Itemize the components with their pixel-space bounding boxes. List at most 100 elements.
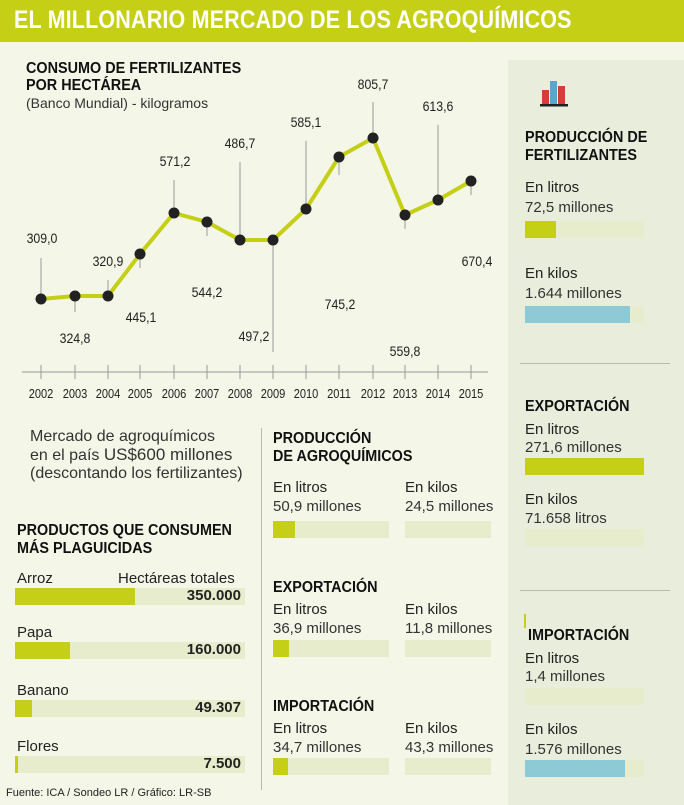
pesticide-bar [15,588,245,605]
agro-prod-litros-bar [273,521,389,538]
fert-prod-title-line2: FERTILIZANTES [525,147,637,164]
fert-prod-litros-fill [525,221,556,238]
fert-export-title: EXPORTACIÓN [525,398,630,415]
fert-import-kilos-label: En kilos [525,721,578,738]
agro-import-kilos-bar [405,758,491,775]
fert-separator-2 [520,590,670,591]
chart-title-line1: CONSUMO DE FERTILIZANTES [26,60,242,77]
pesticide-value: 350.000 [186,587,241,604]
pesticide-value: 49.307 [195,699,241,716]
data-label: 324,8 [60,330,91,346]
data-label: 497,2 [239,328,270,344]
x-tick-label: 2004 [96,386,121,401]
pesticides-title-line2: MÁS PLAGUICIDAS [17,540,153,557]
fertilizer-panel [508,60,684,805]
data-point [465,175,477,187]
data-point [35,293,47,305]
agro-export-title: EXPORTACIÓN [273,579,378,596]
pesticide-bar-fill [15,756,18,773]
agro-import-kilos-value: 43,3 millones [405,739,494,756]
fert-import-title: IMPORTACIÓN [528,627,630,644]
pesticide-name: Flores [17,738,59,755]
fert-export-kilos-value: 71.658 litros [525,510,607,527]
fert-import-kilos-value: 1.576 millones [525,741,622,758]
pesticide-name: Papa [17,624,53,641]
x-tick-label: 2011 [327,386,351,401]
pesticide-bar-fill [15,700,32,717]
data-point [102,290,114,302]
data-point [333,151,345,163]
agro-export-kilos-label: En kilos [405,601,458,618]
market-prefix: en el país [30,447,100,464]
agro-export-kilos-bar [405,640,491,657]
data-point [168,207,180,219]
x-tick-label: 2008 [228,386,253,401]
data-point [134,248,146,260]
agro-prod-kilos-bar [405,521,491,538]
agro-import-kilos-label: En kilos [405,720,458,737]
x-tick-label: 2014 [426,386,451,401]
data-label: 544,2 [192,284,223,300]
pesticide-bar [15,756,245,773]
data-label: 745,2 [325,296,356,312]
x-tick-label: 2015 [459,386,484,401]
fert-export-kilos-bar [525,529,644,546]
pesticide-bar-fill [15,588,135,605]
x-tick-label: 2007 [195,386,220,401]
fert-export-kilos-label: En kilos [525,491,578,508]
data-label: 805,7 [358,76,389,92]
x-tick-label: 2010 [294,386,319,401]
fert-import-accent [524,614,526,628]
data-label: 571,2 [160,153,191,169]
fertilizer-line-chart: 309,0 324,8 320,9 445,1 571,2 544,2 486,7 497,2… [22,76,493,401]
market-summary: Mercado de agroquímicos en el país US$60… [30,428,243,483]
data-label: 585,1 [291,114,322,130]
fert-import-kilos-bar [525,760,644,777]
agro-prod-litros-value: 50,9 millones [273,498,362,515]
data-label: 670,4 [462,253,493,269]
x-tick-label: 2003 [63,386,88,401]
data-label: 309,0 [27,230,58,246]
pesticide-value: 160.000 [186,641,241,658]
x-tick-label: 2002 [29,386,54,401]
agro-title-line1: PRODUCCIÓN [273,430,372,447]
agro-title-line2: DE AGROQUÍMICOS [273,448,413,465]
x-tick-label: 2005 [128,386,153,401]
fert-prod-litros-bar [525,221,644,238]
fert-import-litros-bar [525,688,644,705]
agro-prod-litros-label: En litros [273,479,328,496]
fert-export-litros-label: En litros [525,421,580,438]
pesticide-bar [15,642,245,659]
data-point [399,209,411,221]
pesticides-title-line1: PRODUCTOS QUE CONSUMEN [17,522,232,539]
market-line3: (descontando los fertilizantes) [30,465,243,482]
fert-prod-kilos-label: En kilos [525,265,578,282]
data-label: 613,6 [423,98,454,114]
fert-export-litros-bar [525,458,644,475]
data-point [69,290,81,302]
agro-export-kilos-value: 11,8 millones [405,620,493,637]
agro-import-litros-value: 34,7 millones [273,739,362,756]
data-point [234,234,246,246]
chart-title-line2: POR HECTÁREA [26,77,142,94]
x-tick-label: 2013 [393,386,418,401]
pesticide-name: Arroz [17,570,53,587]
fert-export-litros-fill [525,458,644,475]
source-note: Fuente: ICA / Sondeo LR / Gráfico: LR-SB [6,787,212,799]
market-line1: Mercado de agroquímicos [30,428,215,445]
market-value: US$600 millones [103,445,233,464]
data-point [267,234,279,246]
data-label: 445,1 [126,309,157,325]
data-point [432,194,444,206]
agro-prod-litros-fill [273,521,296,538]
fert-import-litros-label: En litros [525,650,580,667]
agro-export-litros-value: 36,9 millones [273,620,362,637]
fert-prod-title-line1: PRODUCCIÓN DE [525,129,648,146]
data-point [367,132,379,144]
data-label: 320,9 [93,253,124,269]
column-divider [261,428,262,790]
fert-prod-litros-label: En litros [525,179,580,196]
agro-import-litros-label: En litros [273,720,328,737]
fert-prod-kilos-fill [525,306,630,323]
